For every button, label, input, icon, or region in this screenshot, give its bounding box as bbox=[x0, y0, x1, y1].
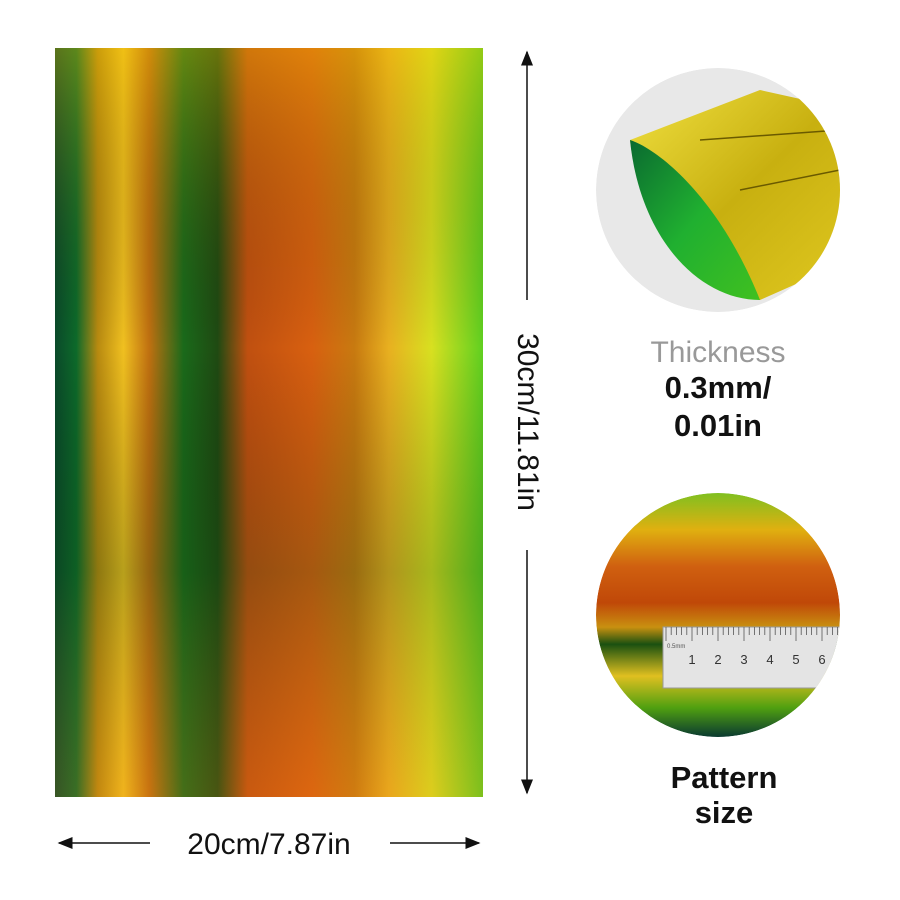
ruler-number: 3 bbox=[740, 652, 747, 667]
label-bg bbox=[150, 820, 390, 866]
ruler-number: 6 bbox=[818, 652, 825, 667]
height-label: 30cm/11.81in bbox=[511, 333, 544, 511]
thickness-value: 0.01in bbox=[674, 408, 762, 443]
thickness-title: Thickness bbox=[650, 336, 785, 369]
ruler-number: 1 bbox=[688, 652, 695, 667]
ruler-number: 4 bbox=[766, 652, 773, 667]
width-label: 20cm/7.87in bbox=[187, 828, 350, 861]
ruler-number: 5 bbox=[792, 652, 799, 667]
ruler bbox=[662, 626, 840, 689]
label-bg bbox=[512, 300, 542, 550]
thickness-value: 0.3mm/ bbox=[665, 370, 772, 405]
pattern-label: Pattern bbox=[671, 760, 778, 795]
ruler-number: 2 bbox=[714, 652, 721, 667]
thickness-photo bbox=[596, 68, 840, 312]
foil-shading bbox=[55, 48, 483, 797]
ruler-unit: 0.5mm bbox=[667, 644, 685, 650]
pattern-label: size bbox=[695, 795, 754, 830]
